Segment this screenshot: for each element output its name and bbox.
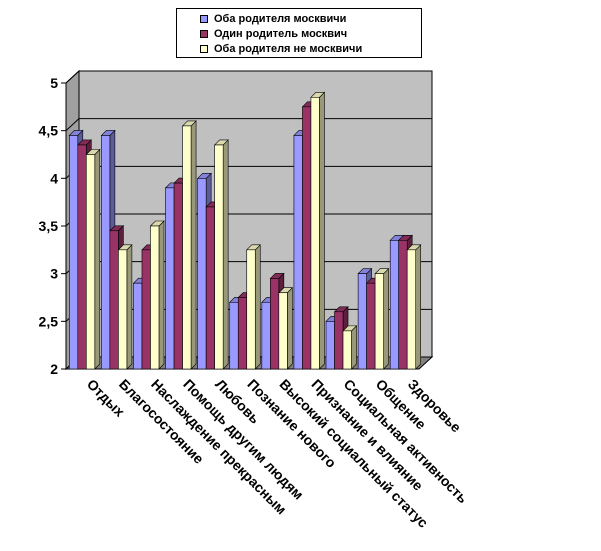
bars [68, 91, 422, 370]
legend-label: Оба родителя москвичи [214, 13, 347, 25]
legend-item: Оба родителя москвичи [200, 12, 421, 27]
bar [213, 139, 229, 370]
y-tick-label: 3 [50, 266, 58, 282]
y-tick-label: 2 [50, 361, 58, 377]
bar [117, 244, 133, 370]
bar [149, 220, 165, 370]
y-tick-label: 2,5 [39, 313, 59, 329]
y-tick-label: 5 [50, 75, 58, 91]
legend: Оба родителя москвичи Один родитель моск… [176, 8, 422, 58]
legend-swatch [200, 30, 208, 38]
legend-label: Оба родителя не москвичи [214, 43, 363, 55]
bar [181, 120, 197, 370]
legend-item: Оба родителя не москвичи [200, 42, 421, 57]
legend-item: Один родитель москвич [200, 27, 421, 42]
y-tick-label: 4,5 [39, 123, 59, 139]
legend-swatch [200, 45, 208, 53]
bar [374, 267, 390, 370]
bar [310, 91, 326, 370]
bar [246, 244, 261, 370]
grid-line [65, 70, 432, 84]
bar [342, 325, 358, 370]
x-tick-label: Социальная активность [341, 376, 472, 507]
y-tick-label: 4 [50, 170, 58, 186]
y-tick-label: 3,5 [39, 218, 59, 234]
legend-label: Один родитель москвич [214, 28, 348, 40]
bar [278, 287, 294, 370]
bar [406, 244, 422, 370]
y-axis-ticks: 2 2,5 3 3,5 4 4,5 5 [39, 75, 67, 377]
bar [85, 148, 101, 370]
legend-swatch [200, 15, 208, 23]
